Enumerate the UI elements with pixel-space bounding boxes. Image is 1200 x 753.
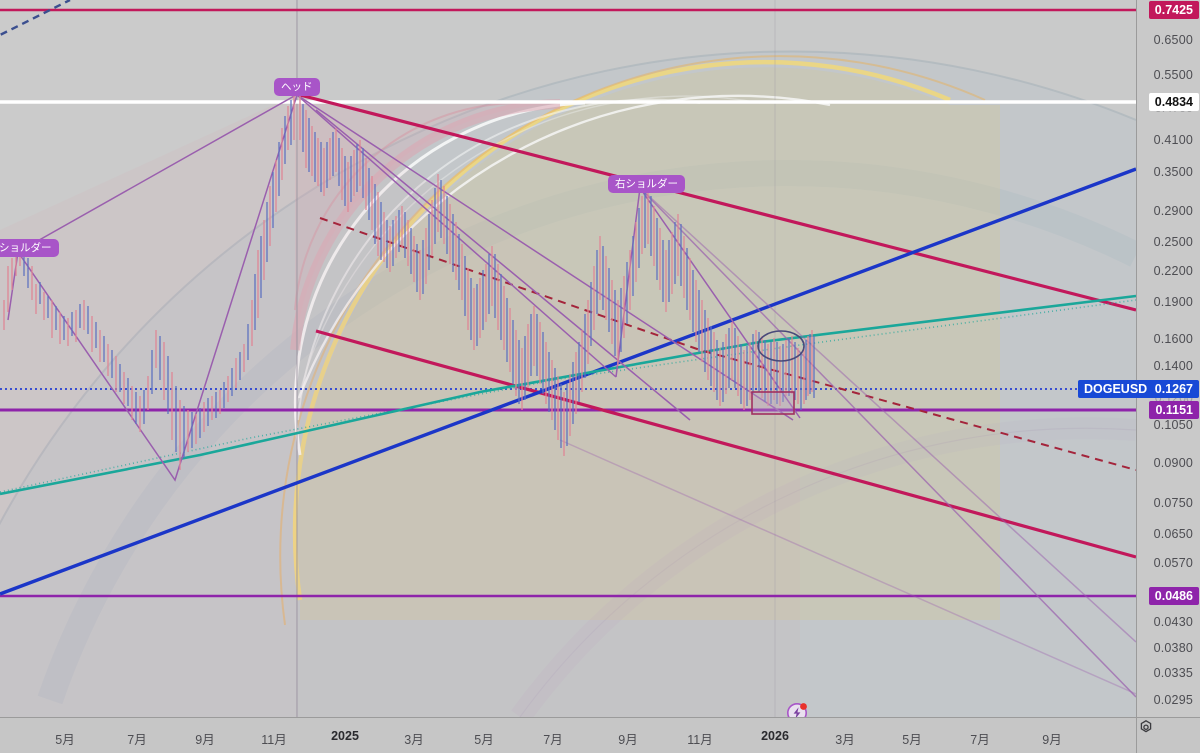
arc-band-pink xyxy=(290,99,561,351)
price-tick-0: 0.6500 xyxy=(1153,33,1193,47)
trendline-blue-ascending xyxy=(0,167,1136,596)
gear-icon xyxy=(1140,720,1152,733)
price-tick-4: 0.2900 xyxy=(1153,204,1193,218)
arc-band-lavender xyxy=(511,417,1136,717)
price-tick-1: 0.5500 xyxy=(1153,68,1193,82)
price-tick-17: 0.0335 xyxy=(1153,666,1193,680)
ellipse-annotation xyxy=(757,330,805,362)
price-tick-6: 0.2200 xyxy=(1153,264,1193,278)
price-label-last[interactable]: 0.1267 xyxy=(1148,380,1199,398)
time-tick-7: 7月 xyxy=(543,733,563,747)
symbol-tag[interactable]: DOGEUSD xyxy=(1078,380,1154,398)
chart-plot-area[interactable]: ショルダー ヘッド 右ショルダー xyxy=(0,0,1136,717)
trendline-crimson-upper xyxy=(299,93,1136,312)
price-tick-11: 0.0900 xyxy=(1153,456,1193,470)
lightning-countdown-icon[interactable] xyxy=(786,702,808,717)
rectangle-annotation xyxy=(751,391,795,415)
head-shoulders-pattern xyxy=(7,94,1136,698)
price-label-purple-upper[interactable]: 0.1151 xyxy=(1149,401,1199,419)
price-tick-15: 0.0430 xyxy=(1153,615,1193,629)
arc-band-bluegray xyxy=(0,50,1136,717)
pill-head[interactable]: ヘッド xyxy=(274,78,320,96)
price-tick-2: 0.4100 xyxy=(1153,133,1193,147)
time-tick-1: 7月 xyxy=(127,733,147,747)
price-tick-3: 0.3500 xyxy=(1153,165,1193,179)
time-axis[interactable]: 5月 7月 9月 11月 2025 3月 5月 7月 9月 11月 2026 3… xyxy=(0,717,1136,753)
time-tick-8: 9月 xyxy=(618,733,638,747)
trendline-blue-dashed-topleft xyxy=(0,0,71,37)
price-tick-12: 0.0750 xyxy=(1153,496,1193,510)
arc-band-gold xyxy=(279,55,1000,626)
time-tick-2: 9月 xyxy=(195,733,215,747)
price-label-purple-lower[interactable]: 0.0486 xyxy=(1148,587,1199,605)
price-tick-8: 0.1600 xyxy=(1153,332,1193,346)
time-tick-6: 5月 xyxy=(474,733,494,747)
time-tick-14: 9月 xyxy=(1042,733,1062,747)
arc-band-bluegray-inner xyxy=(37,160,1136,705)
time-tick-11: 3月 xyxy=(835,733,855,747)
trendline-darkred-dashed xyxy=(319,217,1136,471)
time-tick-13: 7月 xyxy=(970,733,990,747)
time-tick-9: 11月 xyxy=(687,733,713,747)
price-label-high[interactable]: 0.7425 xyxy=(1148,1,1199,19)
candlestick-series xyxy=(3,95,815,470)
time-tick-12: 5月 xyxy=(902,733,922,747)
trendline-teal-support xyxy=(0,294,1136,496)
price-label-white-level[interactable]: 0.4834 xyxy=(1148,93,1199,111)
price-tick-18: 0.0295 xyxy=(1153,693,1193,707)
pill-right-shoulder[interactable]: 右ショルダー xyxy=(608,175,685,193)
price-tick-14: 0.0570 xyxy=(1153,556,1193,570)
price-tick-7: 0.1900 xyxy=(1153,295,1193,309)
time-tick-10: 2026 xyxy=(761,729,789,743)
time-tick-3: 11月 xyxy=(261,733,287,747)
chart-settings-button[interactable] xyxy=(1136,717,1200,753)
time-tick-0: 5月 xyxy=(55,733,75,747)
chart-canvas xyxy=(0,0,1136,717)
time-tick-4: 2025 xyxy=(331,729,359,743)
price-axis[interactable]: 0.4700 0.1200 0.6500 0.5500 0.4100 0.350… xyxy=(1136,0,1200,717)
pill-left-shoulder[interactable]: ショルダー xyxy=(0,239,59,257)
trendline-crimson-lower xyxy=(315,329,1136,559)
price-tick-13: 0.0650 xyxy=(1153,527,1193,541)
pattern-shade xyxy=(0,95,800,717)
price-tick-10: 0.1050 xyxy=(1153,418,1193,432)
price-tick-16: 0.0380 xyxy=(1153,641,1193,655)
price-tick-5: 0.2500 xyxy=(1153,235,1193,249)
time-tick-5: 3月 xyxy=(404,733,424,747)
price-tick-9: 0.1400 xyxy=(1153,359,1193,373)
